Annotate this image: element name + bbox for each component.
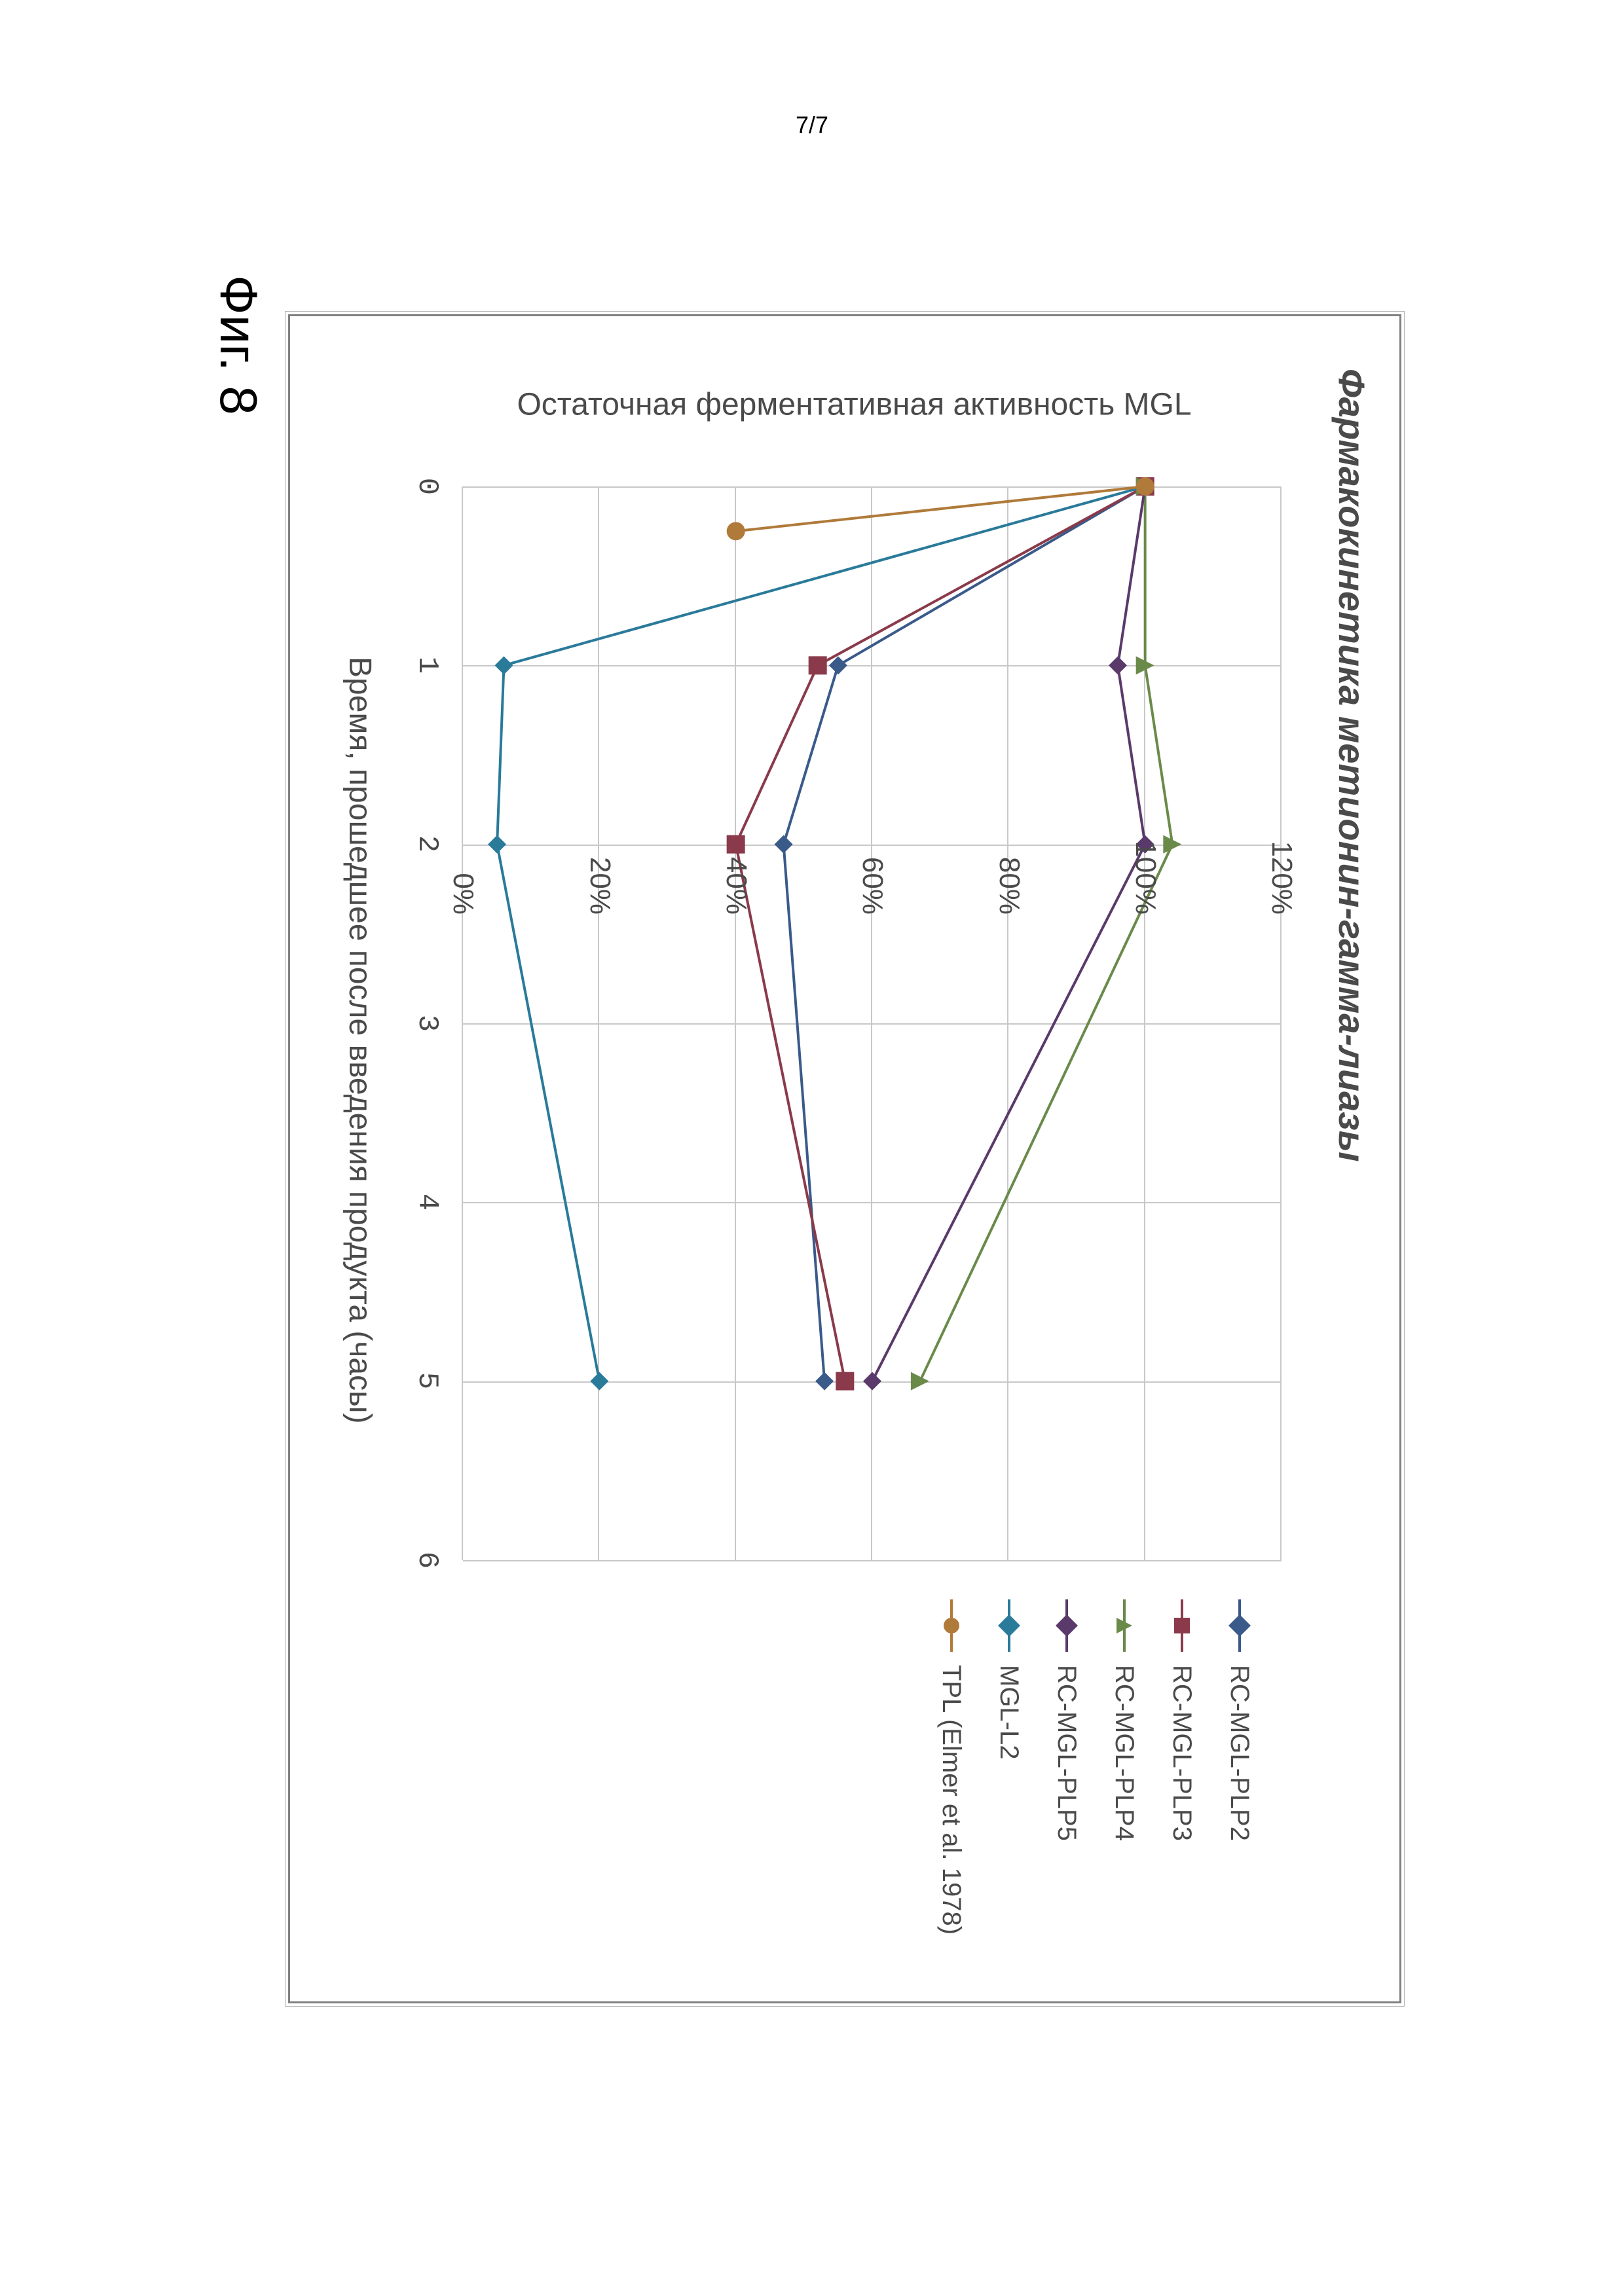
series-marker [836, 1372, 854, 1391]
x-tick-label: 6 [411, 1552, 443, 1569]
series-line [920, 486, 1172, 1381]
legend-label: RC-MGL-PLP2 [1225, 1665, 1255, 1841]
legend: RC-MGL-PLP2 RC-MGL-PLP3 RC-MGL-PLP4 RC-MGL-… [910, 1599, 1255, 1966]
y-tick-label: 120% [1265, 823, 1298, 915]
legend-swatch [950, 1599, 953, 1652]
chart-title: Фармакокинетика метионин-гамма-лиазы [1331, 369, 1373, 1162]
series-marker [775, 835, 793, 854]
legend-label: RC-MGL-PLP3 [1168, 1665, 1197, 1841]
series-marker [488, 835, 506, 854]
y-tick-label: 80% [993, 823, 1025, 915]
legend-marker-icon [944, 1618, 959, 1633]
legend-marker-icon [998, 1614, 1020, 1637]
legend-item: RC-MGL-PLP4 [1109, 1599, 1140, 1966]
series-marker [1109, 656, 1127, 674]
legend-item: TPL (Elmer et al. 1978) [936, 1599, 967, 1966]
x-tick-label: 0 [411, 478, 443, 495]
legend-swatch [1065, 1599, 1068, 1652]
chart-svg [463, 486, 1282, 1560]
x-axis-title: Время, прошедшее после введения продукта… [342, 657, 378, 1424]
series-marker [911, 1372, 929, 1391]
series-marker [809, 656, 827, 674]
legend-item: MGL-L2 [993, 1599, 1025, 1966]
x-tick-label: 1 [411, 657, 443, 674]
legend-marker-icon [1116, 1618, 1132, 1633]
series-marker [727, 522, 745, 540]
y-tick-label: 60% [856, 823, 889, 915]
series-line [784, 486, 1145, 1381]
plot-area [463, 486, 1282, 1560]
y-tick-label: 100% [1129, 823, 1162, 915]
legend-label: RC-MGL-PLP4 [1110, 1665, 1139, 1841]
rotated-figure: Фармакокинетика метионин-гамма-лиазы [157, 249, 1441, 2069]
x-tick-label: 4 [411, 1194, 443, 1211]
series-marker [495, 656, 513, 674]
series-marker [815, 1372, 834, 1391]
series-marker [863, 1372, 881, 1391]
legend-label: RC-MGL-PLP5 [1052, 1665, 1082, 1841]
y-tick-label: 0% [447, 823, 479, 915]
legend-swatch [1238, 1599, 1241, 1652]
legend-marker-icon [1056, 1614, 1078, 1637]
series-line [736, 486, 1145, 531]
y-tick-label: 20% [583, 823, 616, 915]
legend-swatch [1181, 1599, 1183, 1652]
legend-marker-icon [1228, 1614, 1251, 1637]
series-marker [1136, 477, 1154, 496]
legend-swatch [1008, 1599, 1010, 1652]
legend-swatch [1123, 1599, 1126, 1652]
chart-panel: Фармакокинетика метионин-гамма-лиазы [288, 314, 1401, 2003]
legend-item: RC-MGL-PLP3 [1166, 1599, 1198, 1966]
legend-label: MGL-L2 [995, 1665, 1024, 1760]
series-marker [590, 1372, 608, 1391]
series-line [497, 486, 1145, 1381]
x-tick-label: 3 [411, 1015, 443, 1032]
legend-label: TPL (Elmer et al. 1978) [937, 1665, 967, 1935]
figure-container: Фармакокинетика метионин-гамма-лиазы [157, 210, 1441, 2108]
y-axis-title: Остаточная ферментативная активность MGL [517, 387, 1191, 423]
page-number: 7/7 [796, 111, 828, 139]
legend-marker-icon [1174, 1618, 1190, 1633]
gridline [463, 1560, 1282, 1561]
legend-item: RC-MGL-PLP5 [1051, 1599, 1082, 1966]
legend-item: RC-MGL-PLP2 [1224, 1599, 1255, 1966]
y-tick-label: 40% [720, 823, 752, 915]
x-tick-label: 5 [411, 1372, 443, 1389]
figure-caption: Фиг. 8 [208, 275, 268, 415]
x-tick-label: 2 [411, 835, 443, 852]
